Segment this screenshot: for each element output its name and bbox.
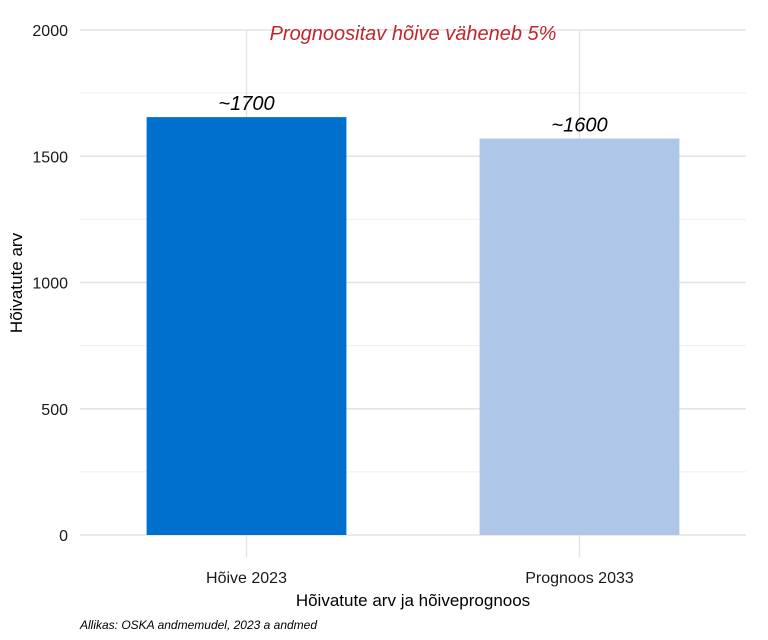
y-tick-label: 500	[41, 402, 68, 419]
source-caption: Allikas: OSKA andmemudel, 2023 a andmed	[79, 618, 317, 632]
bar-value-label: ~1700	[218, 93, 274, 115]
y-axis-title: Hõivatute arv	[7, 232, 26, 333]
y-tick-label: 1500	[32, 149, 68, 166]
data-labels: ~1700 ~1600	[218, 93, 607, 136]
x-tick-label: Prognoos 2033	[525, 570, 634, 587]
y-tick-label: 2000	[32, 23, 68, 40]
y-tick-label: 1000	[32, 276, 68, 293]
x-axis-ticks: Hõive 2023 Prognoos 2033	[206, 570, 634, 587]
x-tick-label: Hõive 2023	[206, 570, 287, 587]
x-axis-title: Hõivatute arv ja hõiveprognoos	[296, 591, 530, 610]
bar-value-label: ~1600	[551, 115, 607, 137]
bar	[479, 138, 680, 535]
bars	[146, 117, 680, 536]
y-tick-label: 0	[59, 528, 68, 545]
y-axis-ticks: 0 500 1000 1500 2000	[32, 23, 68, 545]
chart-annotation: Prognoositav hõive väheneb 5%	[270, 23, 557, 45]
bar	[146, 117, 347, 536]
